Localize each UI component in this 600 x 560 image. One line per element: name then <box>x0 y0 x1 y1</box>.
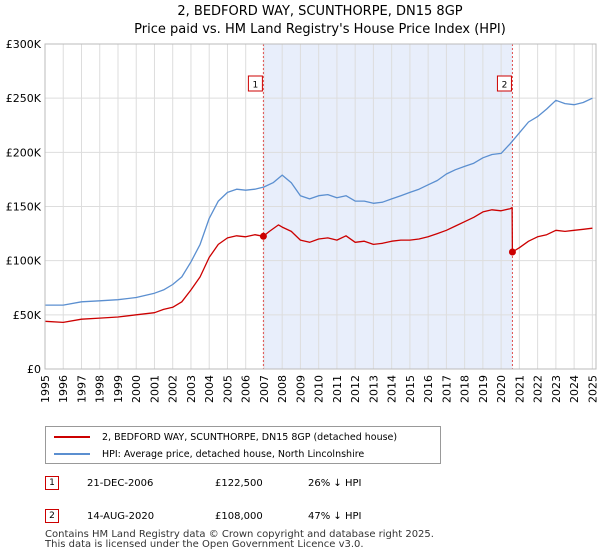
y-tick-label: £200K <box>6 146 42 159</box>
x-tick-label: 2011 <box>331 375 344 403</box>
x-tick-label: 2021 <box>513 375 526 403</box>
footer-copyright: Contains HM Land Registry data © Crown c… <box>45 529 434 540</box>
x-tick-label: 2012 <box>349 375 362 403</box>
y-tick-label: £300K <box>6 38 42 51</box>
x-tick-label: 1999 <box>112 375 125 403</box>
x-tick-label: 2014 <box>386 375 399 403</box>
x-tick-label: 2008 <box>276 375 289 403</box>
footer-license: This data is licensed under the Open Gov… <box>45 539 364 550</box>
x-tick-label: 2018 <box>459 375 472 403</box>
x-tick-label: 1995 <box>39 375 52 403</box>
x-tick-label: 2015 <box>404 375 417 403</box>
x-tick-label: 2003 <box>185 375 198 403</box>
sale-price: £108,000 <box>215 510 263 522</box>
sale-badge: 1 <box>45 476 59 490</box>
sale-date: 21-DEC-2006 <box>87 477 154 489</box>
x-tick-label: 2020 <box>495 375 508 403</box>
x-tick-label: 2013 <box>367 375 380 403</box>
y-tick-label: £150K <box>6 201 42 214</box>
x-tick-label: 2019 <box>477 375 490 403</box>
x-tick-label: 1996 <box>57 375 70 403</box>
x-tick-label: 2017 <box>440 375 453 403</box>
footer: Contains HM Land Registry data © Crown c… <box>45 530 434 550</box>
x-tick-label: 2024 <box>568 375 581 403</box>
sale-point <box>508 248 516 256</box>
x-tick-label: 2001 <box>148 375 161 403</box>
sale-date: 14-AUG-2020 <box>87 510 155 522</box>
x-tick-label: 2022 <box>532 375 545 403</box>
x-tick-label: 2025 <box>586 375 599 403</box>
sale-point <box>259 232 267 240</box>
price-series-line <box>44 206 593 324</box>
x-tick-label: 1997 <box>75 375 88 403</box>
x-tick-label: 1998 <box>94 375 107 403</box>
legend-swatch-hpi <box>54 453 90 455</box>
sale-marker-label: 1 <box>253 81 259 91</box>
legend-swatch-price <box>54 436 90 438</box>
legend: 2, BEDFORD WAY, SCUNTHORPE, DN15 8GP (de… <box>45 426 441 464</box>
y-tick-label: £50K <box>13 309 42 322</box>
chart-title: 2, BEDFORD WAY, SCUNTHORPE, DN15 8GP <box>177 4 462 19</box>
legend-label-price: 2, BEDFORD WAY, SCUNTHORPE, DN15 8GP (de… <box>102 431 398 443</box>
y-tick-label: £100K <box>6 255 42 268</box>
plot-frame <box>44 43 597 370</box>
chart-subtitle: Price paid vs. HM Land Registry's House … <box>134 22 506 37</box>
y-tick-label: £0 <box>27 363 41 376</box>
hpi-series-line <box>45 97 593 306</box>
sale-delta: 47% ↓ HPI <box>308 510 362 522</box>
x-tick-label: 2007 <box>258 375 271 403</box>
x-tick-label: 2016 <box>422 375 435 403</box>
sale-price: £122,500 <box>215 477 263 489</box>
x-tick-label: 2009 <box>294 375 307 403</box>
sale-delta: 26% ↓ HPI <box>308 477 362 489</box>
x-tick-label: 2004 <box>203 375 216 403</box>
x-tick-label: 2005 <box>221 375 234 403</box>
chart: 2, BEDFORD WAY, SCUNTHORPE, DN15 8GP Pri… <box>6 4 600 403</box>
sale-marker-label: 2 <box>502 81 508 91</box>
y-tick-label: £250K <box>6 92 42 105</box>
plot-area: £0 £50K £100K £150K £200K £250K £300K 1995 1996 1… <box>6 38 600 403</box>
legend-label-hpi: HPI: Average price, detached house, Nort… <box>102 448 365 460</box>
x-tick-label: 2000 <box>130 375 143 403</box>
legend-item-price: 2, BEDFORD WAY, SCUNTHORPE, DN15 8GP (de… <box>54 429 397 445</box>
legend-item-hpi: HPI: Average price, detached house, Nort… <box>54 446 364 462</box>
x-tick-label: 2010 <box>313 375 326 403</box>
x-tick-label: 2023 <box>550 375 563 403</box>
x-tick-label: 2002 <box>167 375 180 403</box>
sale-marker-box <box>247 75 263 92</box>
sale-badge: 2 <box>45 509 59 523</box>
x-tick-label: 2006 <box>240 375 253 403</box>
sale-marker-box <box>496 75 512 92</box>
